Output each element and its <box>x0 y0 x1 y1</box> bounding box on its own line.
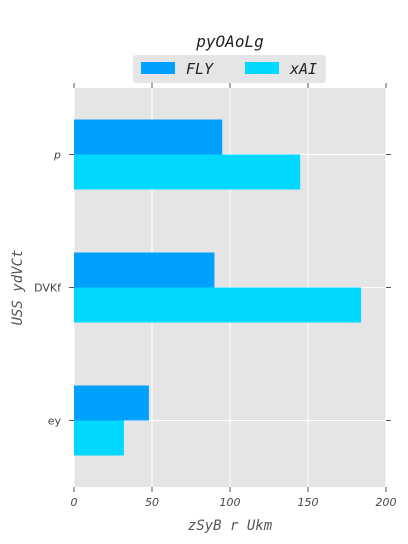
y-axis-label: USS ydVCt <box>10 250 26 326</box>
bar-fly-p <box>74 119 223 155</box>
x-tick-label: 100 <box>220 496 241 509</box>
x-tick-label: 0 <box>71 496 78 509</box>
y-tick-label: ey <box>48 415 62 428</box>
y-tick-label: p <box>53 149 61 162</box>
legend-label-fly: FLY <box>186 60 214 78</box>
y-tick-label: DVKf <box>34 282 62 295</box>
bar-xai-p <box>74 154 301 190</box>
bar-xai-dvkf <box>74 287 362 323</box>
bar-xai-ey <box>74 420 124 456</box>
bars-group <box>74 119 362 456</box>
ticks-group: 0 50 100 150 200 p DVKf ey <box>34 83 397 509</box>
x-tick-label: 150 <box>298 496 319 509</box>
x-tick-label: 50 <box>145 496 159 509</box>
legend-label-xai: xAI <box>289 60 317 78</box>
legend-items: FLY xAI <box>141 60 317 78</box>
legend-swatch-fly <box>141 62 175 74</box>
legend: pyOAoLg FLY xAI <box>133 32 326 83</box>
x-axis-label: zSyB r Ukm <box>188 518 273 534</box>
legend-title: pyOAoLg <box>195 32 263 51</box>
bar-fly-dvkf <box>74 252 215 288</box>
bar-fly-ey <box>74 385 149 421</box>
legend-swatch-xai <box>245 62 279 74</box>
x-tick-label: 200 <box>376 496 397 509</box>
